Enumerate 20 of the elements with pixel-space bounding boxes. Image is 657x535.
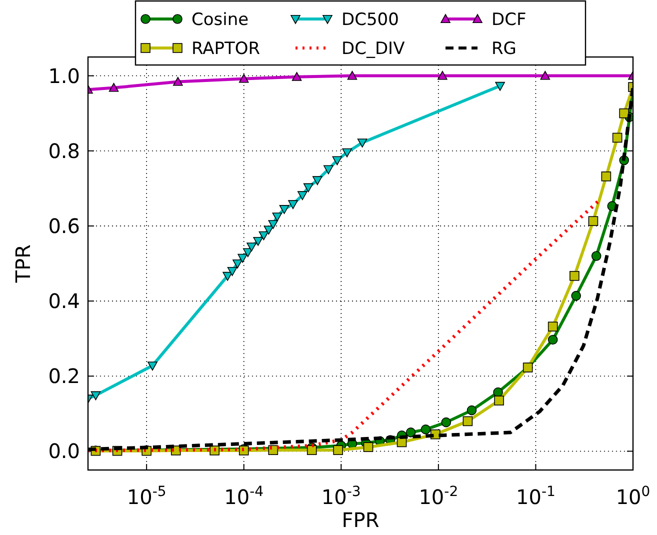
y-tick-label: 0.4 (48, 289, 80, 314)
x-tick-label: 10$^{-3}$ (321, 484, 361, 509)
x-tick-label: 10$^{-1}$ (516, 484, 556, 509)
legend-label: DC_DIV (342, 38, 406, 59)
x-tick-label: 10$^{-5}$ (126, 484, 166, 509)
y-axis-title: TPR (11, 244, 35, 284)
y-tick-label: 0.0 (48, 439, 80, 464)
legend-label: RG (492, 38, 516, 59)
legend-label: DCF (492, 10, 526, 30)
x-tick-label: 10$^{-2}$ (418, 484, 458, 509)
legend-label: DC500 (342, 10, 399, 30)
x-tick-label: 10$^{-4}$ (224, 484, 264, 509)
x-tick-label: 10$^{0}$ (616, 484, 650, 509)
y-tick-label: 0.2 (48, 364, 80, 388)
legend-label: RAPTOR (192, 38, 260, 59)
x-axis-title: FPR (342, 508, 380, 532)
y-tick-label: 0.8 (48, 138, 80, 163)
y-tick-label: 1.0 (48, 64, 80, 88)
y-tick-label: 0.6 (48, 214, 80, 238)
legend-label: Cosine (192, 10, 249, 30)
